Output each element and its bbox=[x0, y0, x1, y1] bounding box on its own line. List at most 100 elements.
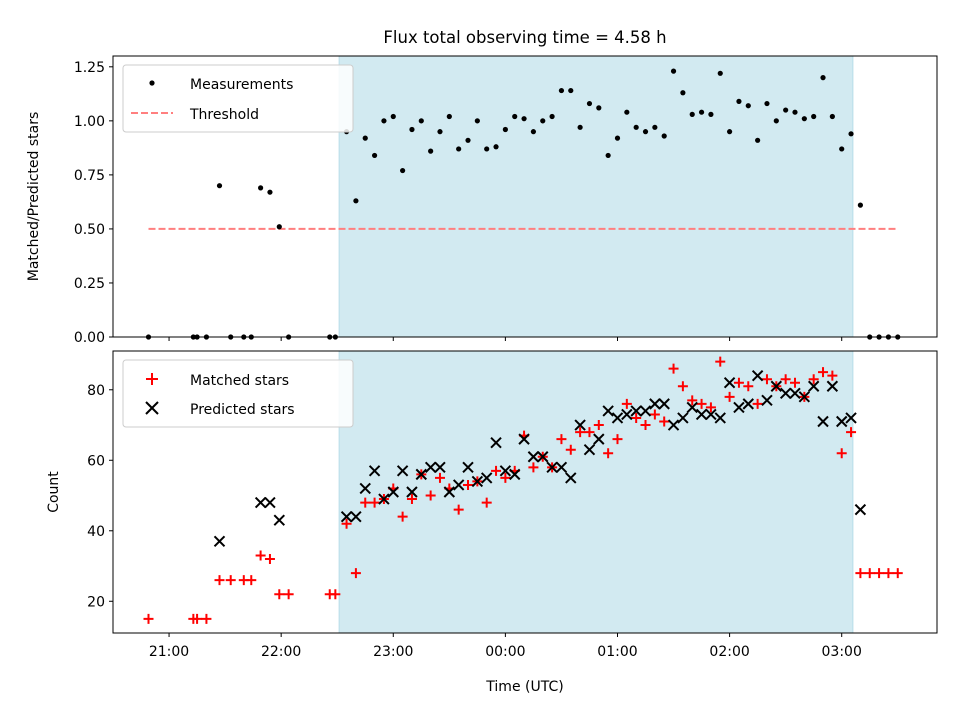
matched-star-point bbox=[649, 409, 660, 420]
y-tick-label: 80 bbox=[87, 383, 105, 399]
measurement-point bbox=[745, 103, 751, 109]
measurement-point bbox=[736, 98, 742, 104]
predicted-star-point bbox=[264, 496, 276, 509]
predicted-star-point bbox=[273, 514, 286, 526]
measurement-point bbox=[755, 137, 761, 143]
measurement-point bbox=[493, 144, 499, 150]
predicted-star-point bbox=[845, 412, 857, 424]
measurement-point bbox=[428, 148, 434, 154]
predicted-star-point bbox=[574, 419, 586, 431]
measurement-point bbox=[530, 129, 537, 135]
y-tick-label: 1.25 bbox=[74, 60, 105, 76]
matched-star-point bbox=[481, 497, 492, 508]
predicted-star-point bbox=[658, 398, 670, 410]
matched-star-point bbox=[761, 374, 772, 385]
predicted-star-point bbox=[518, 433, 530, 445]
x-tick-label: 23:00 bbox=[373, 644, 413, 660]
predicted-star-point bbox=[546, 461, 558, 474]
matched-star-point bbox=[214, 575, 225, 586]
predicted-star-point bbox=[593, 433, 605, 445]
measurement-point bbox=[381, 118, 387, 124]
matched-star-point bbox=[743, 381, 754, 392]
matched-star-point bbox=[341, 518, 352, 529]
matched-star-point bbox=[883, 568, 894, 579]
matched-star-point bbox=[808, 374, 819, 385]
measurement-point bbox=[258, 185, 264, 191]
matched-star-point bbox=[752, 398, 763, 409]
matched-star-point bbox=[192, 613, 203, 624]
matched-star-point bbox=[246, 575, 257, 586]
legend-label-matched: Matched stars bbox=[190, 373, 289, 389]
matched-star-point bbox=[864, 568, 875, 579]
predicted-star-point bbox=[213, 535, 226, 548]
matched-star-point bbox=[350, 568, 361, 579]
predicted-star-point bbox=[807, 380, 820, 392]
legend-label-predicted: Predicted stars bbox=[190, 402, 295, 418]
predicted-star-point bbox=[761, 394, 773, 407]
matched-star-point bbox=[696, 398, 707, 409]
predicted-star-point bbox=[378, 493, 390, 505]
legend-marker-matched bbox=[146, 373, 158, 385]
predicted-star-point bbox=[415, 468, 428, 481]
measurement-point bbox=[502, 126, 508, 133]
legend-marker-predicted bbox=[145, 401, 159, 415]
predicted-star-point bbox=[406, 486, 418, 498]
predicted-star-point bbox=[509, 468, 521, 481]
matched-star-point bbox=[201, 613, 212, 624]
measurement-point bbox=[689, 111, 695, 117]
predicted-star-point bbox=[527, 451, 540, 463]
bottom-y-axis: 20 40 60 80 bbox=[87, 383, 113, 610]
predicted-star-point bbox=[387, 486, 399, 498]
predicted-star-point bbox=[462, 461, 474, 474]
measurement-point bbox=[474, 118, 480, 124]
matched-star-points bbox=[143, 356, 903, 624]
matched-star-point bbox=[528, 462, 539, 473]
matched-star-point bbox=[668, 363, 679, 374]
measurement-point bbox=[216, 183, 223, 189]
chart-title: Flux total observing time = 4.58 h bbox=[383, 28, 666, 47]
matched-star-point bbox=[874, 568, 885, 579]
predicted-star-point bbox=[396, 465, 409, 477]
predicted-star-point bbox=[854, 503, 867, 516]
measurement-point bbox=[512, 113, 518, 120]
matched-star-point bbox=[225, 575, 236, 586]
y-tick-label: 0.75 bbox=[74, 168, 105, 184]
measurement-point bbox=[371, 152, 378, 159]
measurement-point bbox=[624, 109, 630, 115]
measurement-point bbox=[829, 113, 835, 120]
x-tick-label: 03:00 bbox=[822, 644, 862, 660]
x-tick-label: 00:00 bbox=[485, 644, 525, 660]
measurement-point bbox=[820, 75, 826, 81]
bottom-legend-box bbox=[122, 359, 354, 428]
measurement-point bbox=[773, 118, 779, 124]
matched-star-point bbox=[491, 465, 502, 476]
measurement-point bbox=[276, 224, 282, 230]
predicted-star-point bbox=[499, 465, 512, 477]
measurement-point bbox=[267, 189, 273, 195]
measurement-point bbox=[549, 113, 555, 120]
measurement-point bbox=[558, 87, 565, 94]
matched-star-point bbox=[143, 613, 154, 624]
y-tick-label: 0.50 bbox=[74, 222, 105, 238]
matched-star-point bbox=[556, 434, 567, 445]
predicted-star-point bbox=[639, 405, 652, 417]
bottom-panel-counts: 20 40 60 80 21:00 22:00 23:00 00:00 01:00 02:00 0… bbox=[46, 350, 938, 660]
matched-star-point bbox=[584, 427, 595, 438]
measurement-point bbox=[540, 118, 546, 124]
x-tick-label: 02:00 bbox=[709, 644, 749, 660]
top-x-ticks bbox=[168, 337, 843, 341]
measurement-point bbox=[614, 135, 621, 141]
legend-label-threshold: Threshold bbox=[189, 107, 259, 123]
matched-star-point bbox=[369, 497, 380, 508]
measurement-point bbox=[596, 105, 602, 111]
measurement-point bbox=[633, 124, 639, 130]
predicted-star-point bbox=[452, 479, 465, 491]
predicted-star-point bbox=[723, 377, 736, 389]
predicted-star-point bbox=[480, 472, 493, 484]
measurement-point bbox=[362, 135, 368, 141]
measurement-point bbox=[717, 70, 723, 76]
measurement-point bbox=[652, 124, 658, 130]
predicted-star-point bbox=[751, 369, 764, 382]
predicted-star-point bbox=[826, 380, 839, 392]
predicted-star-point bbox=[649, 398, 661, 410]
